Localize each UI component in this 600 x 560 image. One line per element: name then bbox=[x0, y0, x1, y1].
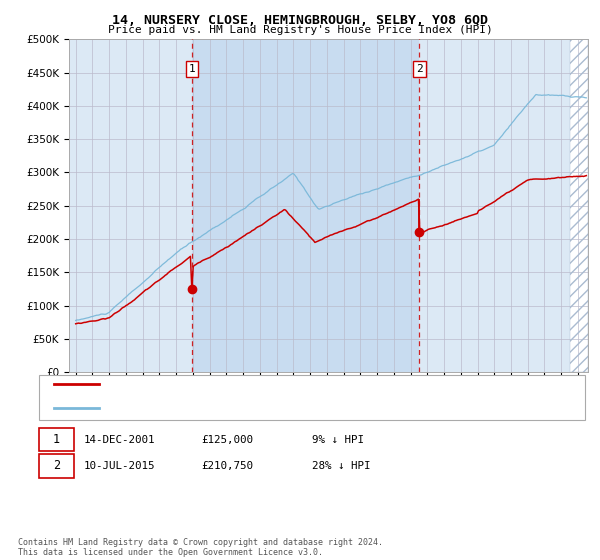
Bar bbox=[192, 39, 419, 372]
Text: 2: 2 bbox=[416, 64, 423, 74]
Text: 14-DEC-2001: 14-DEC-2001 bbox=[84, 435, 155, 445]
Text: Contains HM Land Registry data © Crown copyright and database right 2024.
This d: Contains HM Land Registry data © Crown c… bbox=[18, 538, 383, 557]
Text: 10-JUL-2015: 10-JUL-2015 bbox=[84, 461, 155, 471]
Text: 28% ↓ HPI: 28% ↓ HPI bbox=[312, 461, 371, 471]
Text: 14, NURSERY CLOSE, HEMINGBROUGH, SELBY, YO8 6QD (detached house): 14, NURSERY CLOSE, HEMINGBROUGH, SELBY, … bbox=[105, 379, 473, 388]
Text: Price paid vs. HM Land Registry's House Price Index (HPI): Price paid vs. HM Land Registry's House … bbox=[107, 25, 493, 35]
Text: HPI: Average price, detached house, North Yorkshire: HPI: Average price, detached house, Nort… bbox=[105, 403, 398, 412]
Text: 9% ↓ HPI: 9% ↓ HPI bbox=[312, 435, 364, 445]
Text: 2: 2 bbox=[53, 459, 60, 473]
Text: £210,750: £210,750 bbox=[201, 461, 253, 471]
Text: 1: 1 bbox=[189, 64, 196, 74]
Text: 14, NURSERY CLOSE, HEMINGBROUGH, SELBY, YO8 6QD: 14, NURSERY CLOSE, HEMINGBROUGH, SELBY, … bbox=[112, 14, 488, 27]
Bar bbox=[569, 39, 588, 372]
Bar bbox=[569, 39, 588, 372]
Text: 1: 1 bbox=[53, 433, 60, 446]
Text: £125,000: £125,000 bbox=[201, 435, 253, 445]
